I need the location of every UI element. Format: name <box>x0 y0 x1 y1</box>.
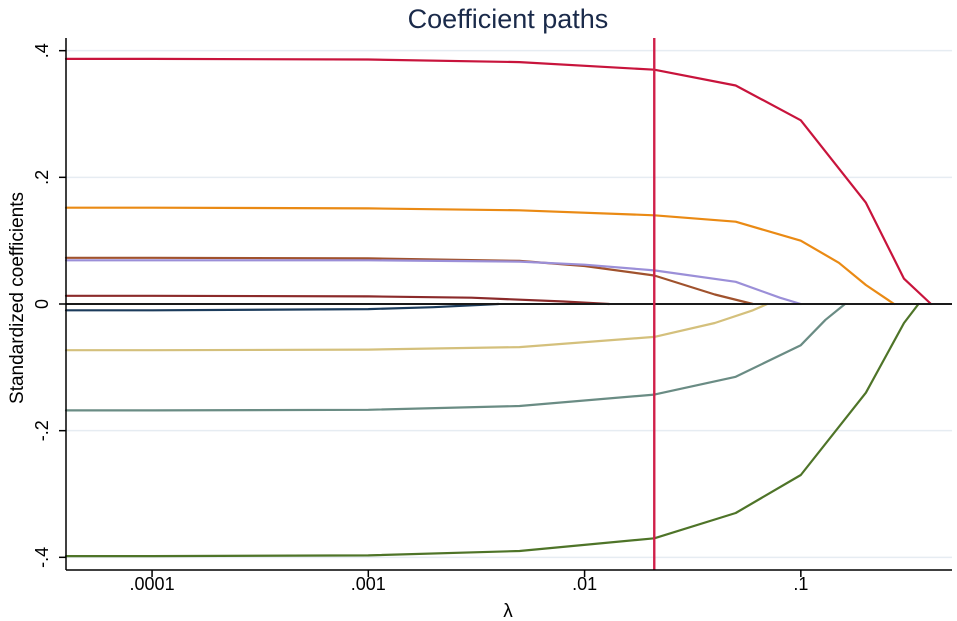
y-tick-label-3: .2 <box>32 170 52 185</box>
y-tick-label-0: -.4 <box>32 547 52 568</box>
y-axis-title: Standardized coefficients <box>7 192 28 404</box>
x-tick-label-0: .0001 <box>130 574 175 594</box>
y-tick-label-2: 0 <box>32 299 52 309</box>
x-tick-label-3: .1 <box>793 574 808 594</box>
coefficient-path-7 <box>64 302 769 352</box>
reference-lines <box>66 38 952 570</box>
y-tick-label-4: .4 <box>32 43 52 58</box>
axes: -.4 -.2 0 .2 .4 .0001 .001 .01 .1 <box>32 38 952 594</box>
coefficient-path-5 <box>64 294 611 306</box>
coefficient-path-9 <box>64 302 920 558</box>
chart-title: Coefficient paths <box>408 4 609 34</box>
coefficient-path-2 <box>64 206 896 306</box>
coefficient-path-6 <box>64 302 500 312</box>
x-tick-label-1: .001 <box>351 574 386 594</box>
x-tick-label-2: .01 <box>572 574 597 594</box>
coefficient-path-4 <box>64 259 802 306</box>
x-axis-title: λ <box>503 601 513 621</box>
coefficient-path-1 <box>64 57 933 306</box>
series-layer <box>64 57 933 558</box>
y-tick-label-1: -.2 <box>32 420 52 441</box>
